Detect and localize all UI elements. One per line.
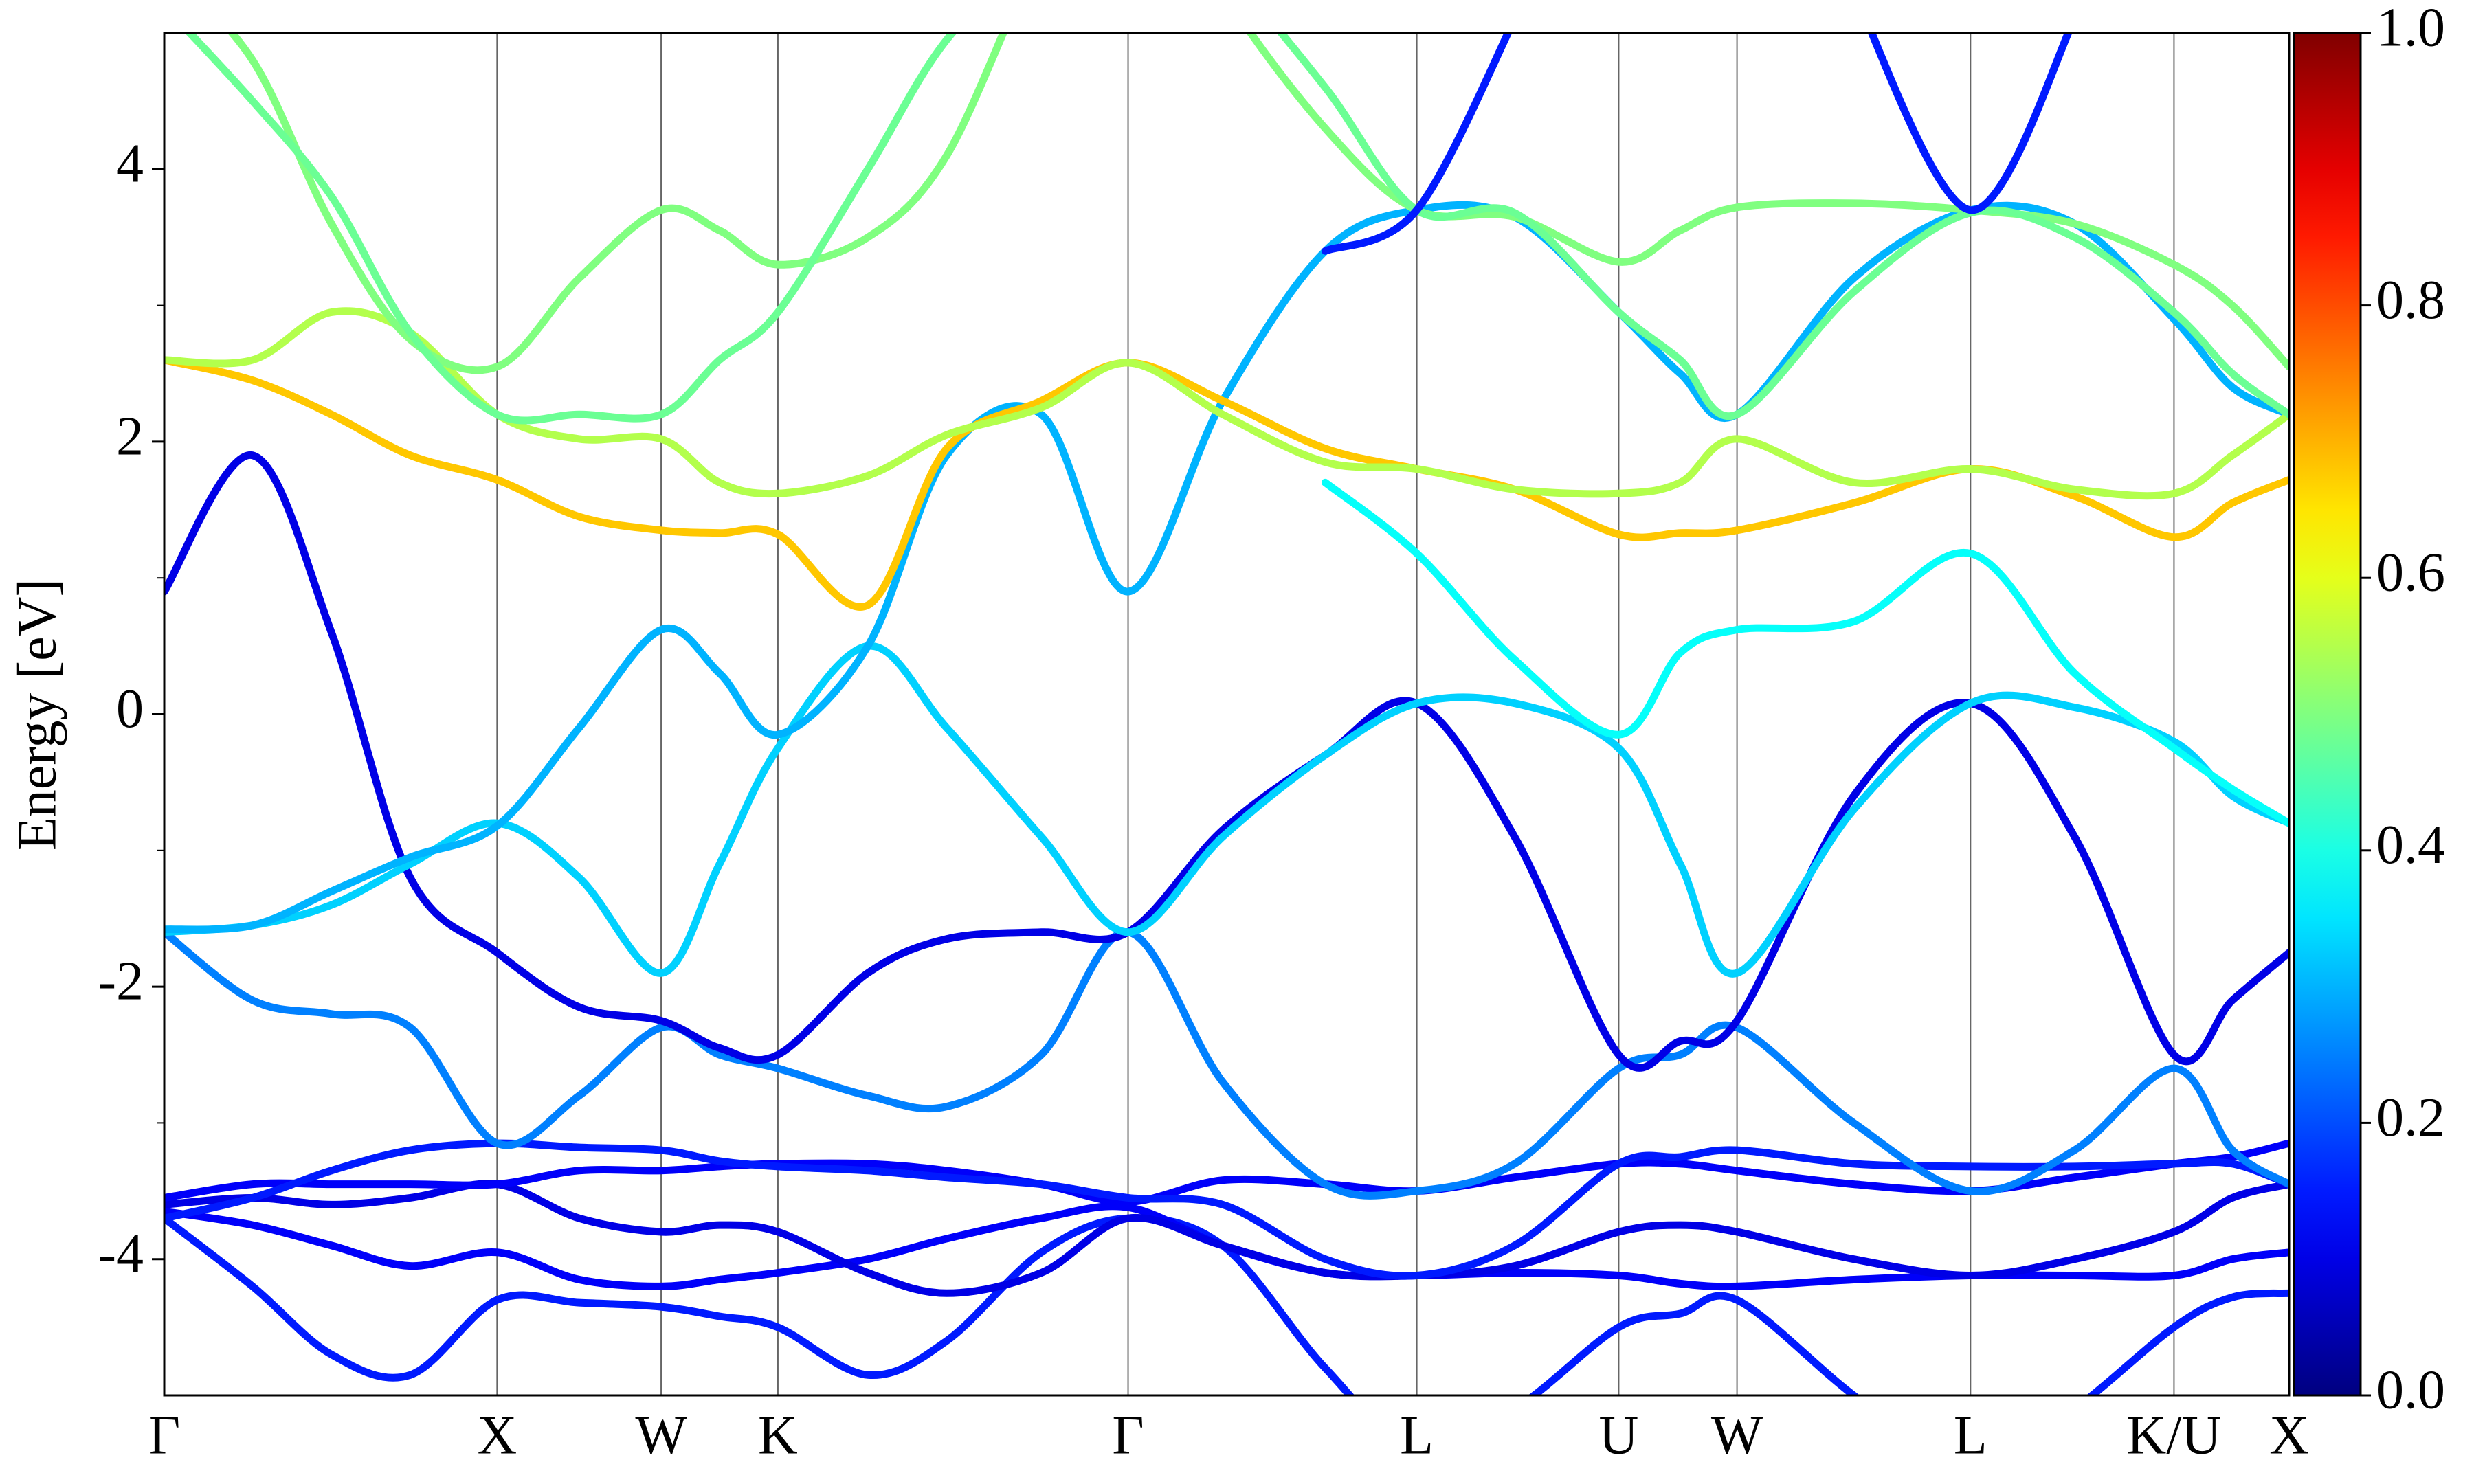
colorbar-tick-label: 0.2	[2376, 1088, 2445, 1148]
x-tick-label: U	[1599, 1405, 1639, 1465]
colorbar-tick-label: 0.0	[2376, 1360, 2445, 1420]
x-tick-label: L	[1400, 1405, 1434, 1465]
colorbar-tick-label: 0.8	[2376, 270, 2445, 330]
x-tick-label: Γ	[148, 1405, 180, 1465]
colorbar-tick-label: 0.6	[2376, 543, 2445, 603]
band	[1321, 478, 2289, 827]
bands	[164, 33, 2289, 1395]
x-tick-label: W	[1711, 1405, 1763, 1465]
band	[227, 33, 2289, 374]
x-tick-label: W	[635, 1405, 687, 1465]
colorbar	[2293, 32, 2362, 1397]
band	[164, 642, 2289, 978]
x-tick-label: X	[2269, 1405, 2309, 1465]
y-tick-label: 4	[116, 134, 144, 194]
band	[184, 33, 2289, 425]
y-tick-label: 2	[116, 406, 144, 466]
y-tick-label: 0	[116, 679, 144, 739]
x-tick-label: X	[477, 1405, 517, 1465]
x-tick-label: K	[758, 1405, 798, 1465]
band	[164, 928, 2289, 1200]
band	[164, 1180, 2289, 1297]
y-tick-label: -4	[98, 1224, 144, 1284]
y-axis-label: Energy [eV]	[7, 578, 67, 851]
x-tick-label: Γ	[1112, 1405, 1144, 1465]
colorbar-tick-label: 0.4	[2376, 815, 2445, 875]
y-tick-label: -2	[98, 951, 144, 1011]
band	[1321, 33, 2073, 255]
band	[164, 1139, 2289, 1206]
x-tick-label: L	[1954, 1405, 1987, 1465]
colorbar-tick-label: 1.0	[2376, 0, 2445, 58]
band	[164, 201, 2289, 934]
x-tick-label: K/U	[2127, 1405, 2222, 1465]
